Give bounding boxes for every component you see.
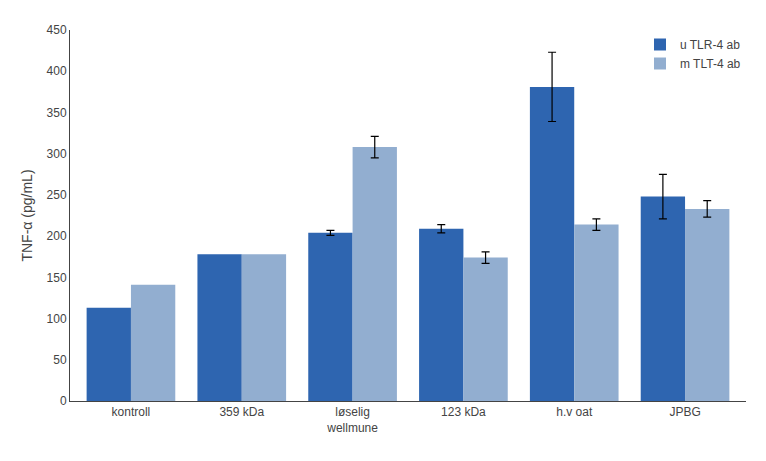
svg-text:123 kDa: 123 kDa — [441, 405, 486, 419]
svg-text:løseligwellmune: løseligwellmune — [326, 405, 378, 435]
svg-text:h.v oat: h.v oat — [556, 405, 593, 419]
svg-text:50: 50 — [53, 353, 67, 367]
svg-text:JPBG: JPBG — [669, 405, 700, 419]
svg-text:359 kDa: 359 kDa — [219, 405, 264, 419]
svg-text:250: 250 — [47, 188, 67, 202]
svg-text:u TLR-4 ab: u TLR-4 ab — [680, 38, 740, 52]
svg-text:0: 0 — [60, 394, 67, 408]
svg-text:350: 350 — [47, 106, 67, 120]
svg-text:200: 200 — [47, 229, 67, 243]
svg-text:450: 450 — [47, 23, 67, 37]
svg-text:150: 150 — [47, 271, 67, 285]
svg-text:m TLT-4 ab: m TLT-4 ab — [680, 57, 741, 71]
svg-text:kontroll: kontroll — [112, 405, 151, 419]
svg-text:100: 100 — [47, 312, 67, 326]
svg-text:300: 300 — [47, 147, 67, 161]
svg-text:TNF-α (pg/mL): TNF-α (pg/mL) — [19, 169, 35, 261]
svg-text:400: 400 — [47, 64, 67, 78]
